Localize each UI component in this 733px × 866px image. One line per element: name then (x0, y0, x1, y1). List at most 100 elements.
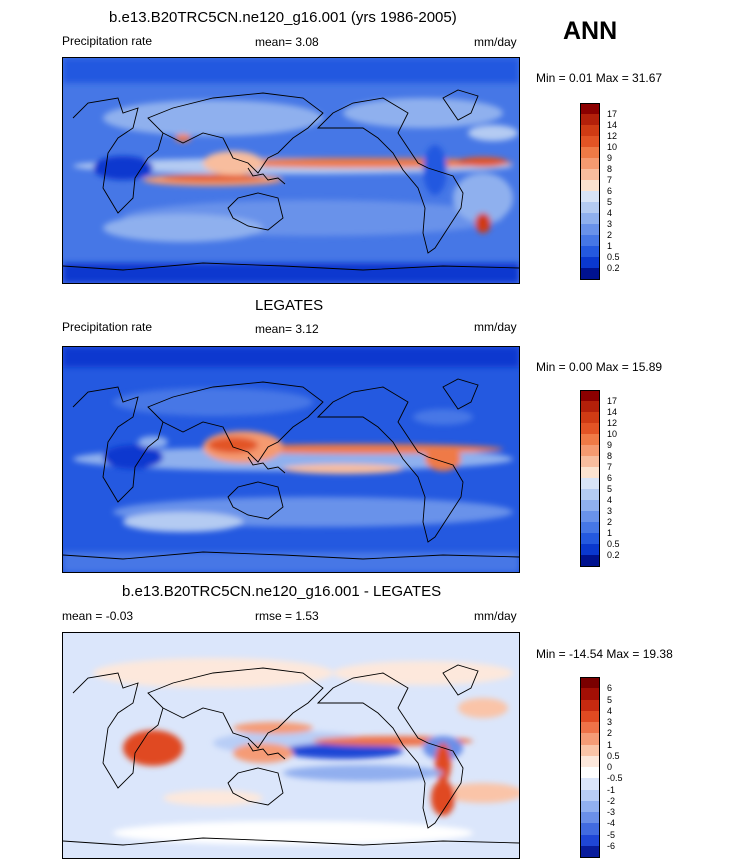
panel3-minmax-label: Min = -14.54 Max = 19.38 (536, 647, 673, 661)
colorbar-tick-label: 3 (607, 506, 613, 516)
colorbar-swatch (580, 114, 600, 126)
panel2-units-label: mm/day (474, 320, 517, 334)
colorbar-tick-label: 4 (607, 208, 613, 218)
colorbar-swatch (580, 213, 600, 225)
colorbar-tick-label: 1 (607, 528, 613, 538)
panel3-colorbar (580, 677, 600, 858)
panel1-coastlines (63, 89, 519, 271)
colorbar-swatch (580, 544, 600, 556)
panel2-minmax-label: Min = 0.00 Max = 15.89 (536, 360, 663, 374)
panel2-mean-label: mean= 3.12 (255, 322, 319, 336)
colorbar-tick-label: -0.5 (607, 773, 623, 784)
colorbar-swatch (580, 710, 600, 723)
colorbar-tick-label: 0.5 (607, 750, 620, 761)
panel1-colorbar (580, 103, 600, 280)
colorbar-tick-label: 9 (607, 153, 613, 163)
colorbar-tick-label: 14 (607, 120, 618, 130)
colorbar-tick-label: 0.2 (607, 263, 620, 273)
panel3-map (62, 632, 520, 859)
colorbar-tick-label: 6 (607, 186, 613, 196)
colorbar-swatch (580, 445, 600, 457)
colorbar-tick-label: 6 (607, 473, 613, 483)
colorbar-swatch (580, 500, 600, 512)
colorbar-swatch (580, 733, 600, 745)
colorbar-swatch (580, 125, 600, 137)
colorbar-swatch (580, 224, 600, 236)
colorbar-swatch (580, 191, 600, 203)
colorbar-tick-label: 3 (607, 219, 613, 229)
panel1-minmax-label: Min = 0.01 Max = 31.67 (536, 71, 663, 85)
colorbar-swatch (580, 412, 600, 424)
panel1-map (62, 57, 520, 284)
colorbar-tick-label: 14 (607, 407, 618, 417)
colorbar-tick-label: 5 (607, 694, 613, 705)
colorbar-swatch (580, 158, 600, 170)
colorbar-swatch (580, 744, 600, 757)
colorbar-swatch (580, 677, 600, 689)
colorbar-swatch (580, 246, 600, 258)
colorbar-swatch (580, 434, 600, 446)
colorbar-swatch (580, 467, 600, 479)
season-label: ANN (563, 17, 618, 45)
colorbar-swatch (580, 755, 600, 768)
colorbar-tick-label: -2 (607, 795, 616, 806)
colorbar-swatch (580, 489, 600, 501)
colorbar-swatch (580, 699, 600, 712)
panel3-units-label: mm/day (474, 609, 517, 623)
colorbar-swatch (580, 257, 600, 269)
colorbar-swatch (580, 103, 600, 115)
panel3-coastlines (63, 664, 519, 846)
colorbar-tick-label: 9 (607, 440, 613, 450)
colorbar-tick-label: 17 (607, 396, 618, 406)
colorbar-tick-label: 17 (607, 109, 618, 119)
colorbar-tick-label: 2 (607, 728, 613, 739)
colorbar-tick-label: -6 (607, 840, 616, 851)
panel3-title: b.e13.B20TRC5CN.ne120_g16.001 - LEGATES (122, 583, 442, 600)
colorbar-tick-label: 12 (607, 418, 618, 428)
colorbar-tick-label: 0.2 (607, 550, 620, 560)
colorbar-swatch (580, 800, 600, 813)
colorbar-swatch (580, 845, 600, 858)
colorbar-tick-label: 3 (607, 717, 613, 727)
colorbar-tick-label: 6 (607, 683, 613, 694)
colorbar-tick-label: 2 (607, 517, 613, 527)
colorbar-swatch (580, 390, 600, 402)
colorbar-swatch (580, 778, 600, 790)
colorbar-swatch (580, 834, 600, 847)
colorbar-swatch (580, 478, 600, 490)
colorbar-tick-label: 1 (607, 241, 613, 251)
colorbar-tick-label: 10 (607, 429, 618, 439)
colorbar-swatch (580, 511, 600, 523)
colorbar-swatch (580, 268, 600, 280)
panel1-units-label: mm/day (474, 35, 517, 49)
colorbar-tick-label: 0.5 (607, 539, 620, 549)
colorbar-swatch (580, 522, 600, 534)
colorbar-tick-label: 7 (607, 175, 613, 185)
colorbar-tick-label: 7 (607, 462, 613, 472)
colorbar-tick-label: 10 (607, 142, 618, 152)
colorbar-tick-label: 4 (607, 495, 613, 505)
colorbar-tick-label: -3 (607, 807, 616, 817)
panel3-mean-label: mean = -0.03 (62, 609, 134, 623)
colorbar-swatch (580, 555, 600, 567)
colorbar-tick-label: -4 (607, 818, 616, 829)
panel3-rmse-label: rmse = 1.53 (255, 609, 319, 623)
colorbar-swatch (580, 169, 600, 181)
colorbar-tick-label: 5 (607, 484, 613, 494)
colorbar-swatch (580, 235, 600, 247)
colorbar-tick-label: -5 (607, 829, 616, 840)
colorbar-swatch (580, 812, 600, 824)
colorbar-tick-label: 0.5 (607, 252, 620, 262)
colorbar-swatch (580, 456, 600, 468)
colorbar-swatch (580, 147, 600, 159)
panel1-mean-label: mean= 3.08 (255, 35, 319, 49)
colorbar-tick-label: 8 (607, 164, 613, 174)
colorbar-swatch (580, 202, 600, 214)
colorbar-swatch (580, 533, 600, 545)
panel2-colorbar (580, 390, 600, 567)
colorbar-tick-label: -1 (607, 784, 616, 795)
panel2-map (62, 346, 520, 573)
panel2-variable-label: Precipitation rate (62, 320, 153, 334)
colorbar-swatch (580, 789, 600, 802)
panel1-title: b.e13.B20TRC5CN.ne120_g16.001 (yrs 1986-… (109, 9, 457, 26)
